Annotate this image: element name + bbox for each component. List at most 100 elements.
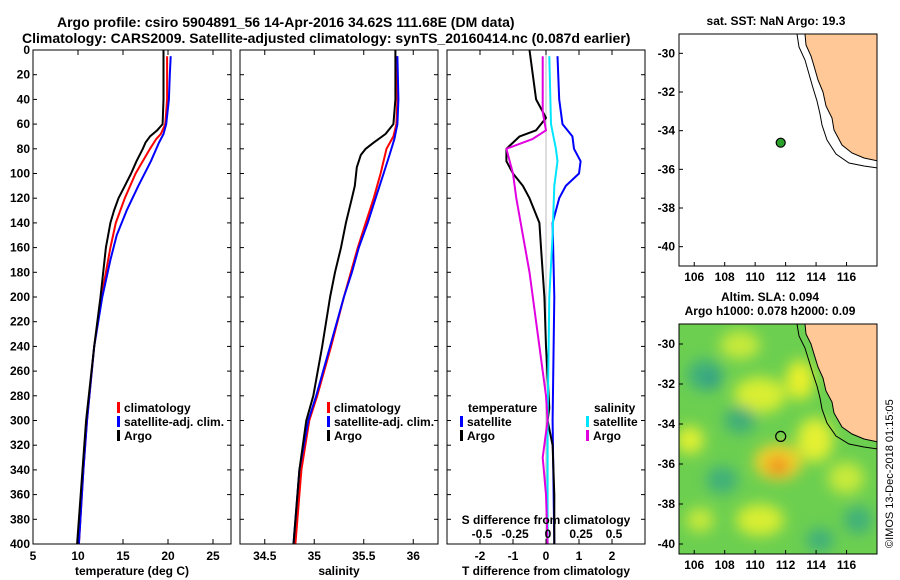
map-x-tick-label: 108	[715, 558, 735, 572]
map-y-tick-label: -36	[658, 457, 676, 471]
y-tick-label: 200	[10, 290, 30, 304]
y-tick-label: 360	[10, 488, 30, 502]
series-line-argo	[76, 50, 165, 544]
map-x-tick-label: 112	[776, 270, 796, 284]
y-tick-label: 400	[10, 537, 30, 551]
x-tick-label: 1	[576, 549, 583, 563]
salinity-xlabel: salinity	[318, 564, 360, 578]
y-tick-label: 60	[17, 117, 31, 131]
x-tick-label: 15	[116, 549, 130, 563]
map-x-tick-label: 106	[684, 558, 704, 572]
y-tick-label: 300	[10, 414, 30, 428]
y-tick-label: 120	[10, 191, 30, 205]
series-line-temperature-argo	[505, 50, 556, 544]
map-x-tick-label: 110	[745, 558, 765, 572]
difference-xlabel: T difference from climatology	[462, 564, 630, 578]
y-tick-label: 20	[17, 68, 31, 82]
y-tick-label: 340	[10, 463, 30, 477]
difference-ticks: -2 -1 0 1 2 -0.5 -0.25 0 0.25 0.5	[447, 49, 645, 563]
salinity-axes-frame	[239, 49, 439, 545]
sla-map-shelf-contour	[796, 324, 877, 450]
map-x-tick-label: 110	[745, 270, 765, 284]
temperature-curves	[76, 50, 172, 544]
x-tick-label-top: -0.5	[472, 527, 493, 541]
series-line-salinity-argo	[505, 56, 549, 544]
x-tick-label: 34.5	[253, 549, 277, 563]
y-tick-label: 100	[10, 167, 30, 181]
x-tick-label: 2	[609, 549, 616, 563]
series-line-salinity-satellite	[546, 56, 559, 544]
legend-label-climatology: climatology	[124, 401, 191, 415]
temperature-legend: climatology satellite-adj. clim. Argo	[117, 401, 224, 443]
sla-map-ticks: 106 108 110 112 114 116 -30 -32 -34 -36 -38 -40	[658, 337, 857, 572]
sst-map-land	[804, 34, 877, 162]
legend-label-argo: Argo	[124, 429, 152, 443]
difference-legend-temperature: temperature satellite Argo	[460, 401, 538, 443]
y-tick-label: 280	[10, 389, 30, 403]
y-tick-label: 180	[10, 265, 30, 279]
sst-map-content	[679, 34, 877, 266]
map-y-tick-label: -34	[658, 124, 676, 138]
y-tick-label: 240	[10, 339, 30, 353]
sla-argo-location-marker	[775, 430, 787, 442]
sla-map-content	[679, 324, 877, 554]
legend-label-sal-argo: Argo	[593, 429, 621, 443]
sst-argo-location-marker	[775, 137, 786, 148]
legend-swatch-climatology	[117, 402, 120, 413]
legend-label-argo: Argo	[334, 429, 362, 443]
title-line2: Climatology: CARS2009. Satellite-adjuste…	[22, 30, 630, 46]
x-tick-label: 35	[308, 549, 322, 563]
legend-swatch-satellite	[327, 416, 330, 427]
map-y-tick-label: -40	[658, 240, 676, 254]
legend-label-sal-satellite: satellite	[593, 415, 638, 429]
legend-label-satellite: satellite-adj. clim.	[334, 415, 434, 429]
series-line-temperature-satellite	[551, 56, 582, 544]
map-y-tick-label: -32	[658, 377, 676, 391]
legend-swatch-argo	[327, 430, 330, 441]
map-x-tick-label: 106	[684, 270, 704, 284]
sst-map-title: sat. SST: NaN Argo: 19.3	[707, 14, 846, 28]
y-tick-label: 0	[23, 43, 30, 57]
salinity-panel: 34.5 35 35.5 36 climatology satellite-adj. …	[239, 49, 439, 578]
map-y-tick-label: -38	[658, 497, 676, 511]
watermark: ©IMOS 13-Dec-2018 01:15:05	[884, 399, 896, 548]
sla-heatmap-field	[679, 331, 872, 552]
sst-map-shelf-contour	[796, 34, 877, 169]
x-tick-label-top: -0.25	[501, 527, 529, 541]
sla-map-title-line1: Altim. SLA: 0.094	[721, 290, 819, 304]
x-tick-label: 25	[206, 549, 220, 563]
map-x-tick-label: 112	[776, 558, 796, 572]
legend-swatch-climatology	[327, 402, 330, 413]
x-tick-label-top: 0.25	[569, 527, 593, 541]
temperature-ticks: 5 10 15 20 25 0 20 40 60 80 100 120 140 160 180 200 220 2…	[10, 43, 231, 563]
x-tick-label: 20	[161, 549, 175, 563]
salinity-legend: climatology satellite-adj. clim. Argo	[327, 401, 434, 443]
legend-swatch-temp-satellite	[460, 416, 463, 427]
legend-title-temperature: temperature	[468, 401, 538, 415]
difference-top-xlabel: S difference from climatology	[462, 513, 631, 527]
legend-label-temp-satellite: satellite	[467, 415, 512, 429]
map-y-tick-label: -32	[658, 85, 676, 99]
y-tick-label: 380	[10, 512, 30, 526]
x-tick-label: 10	[71, 549, 85, 563]
series-line-climatology	[294, 56, 399, 544]
difference-legend-salinity: salinity satellite Argo	[586, 401, 638, 443]
x-tick-label: 35.5	[352, 549, 376, 563]
sst-map-ticks: 106 108 110 112 114 116 -30 -32 -34 -36 -38 -40	[658, 46, 857, 284]
sla-map-panel: Altim. SLA: 0.094 Argo h1000: 0.078 h200…	[658, 290, 878, 572]
difference-curves	[505, 50, 582, 544]
x-tick-label: 5	[30, 549, 37, 563]
temperature-xlabel: temperature (deg C)	[75, 564, 189, 578]
y-tick-label: 140	[10, 216, 30, 230]
x-tick-label: 36	[407, 549, 421, 563]
map-y-tick-label: -38	[658, 201, 676, 215]
x-tick-label-top: 0	[545, 527, 552, 541]
temperature-panel: 5 10 15 20 25 0 20 40 60 80 100 120 140 160 180 200 220 2…	[10, 43, 232, 578]
map-y-tick-label: -30	[658, 46, 676, 60]
y-tick-label: 160	[10, 241, 30, 255]
sla-map-frame	[678, 323, 878, 555]
x-tick-label: 0	[543, 549, 550, 563]
y-tick-label: 320	[10, 438, 30, 452]
legend-label-satellite: satellite-adj. clim.	[124, 415, 224, 429]
